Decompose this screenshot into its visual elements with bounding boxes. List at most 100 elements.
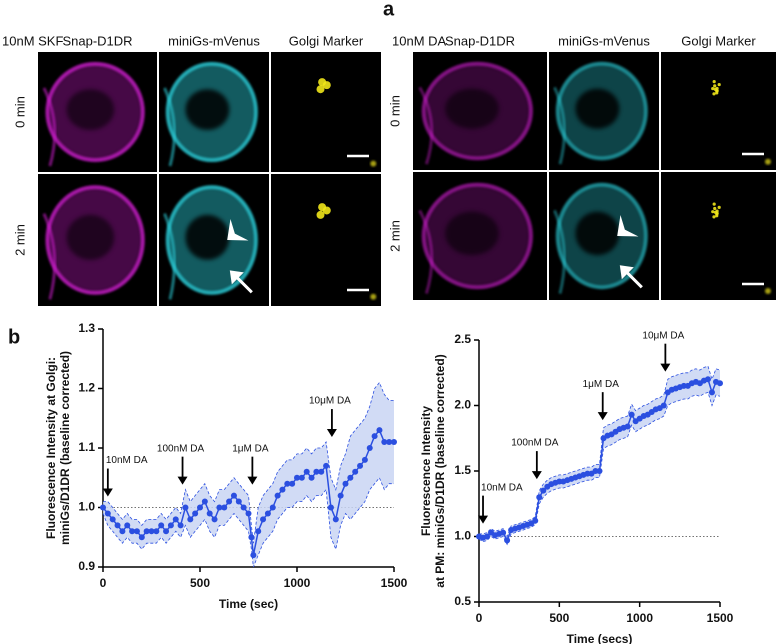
x-tick-label: 500 <box>190 576 210 590</box>
nucleus <box>185 214 230 260</box>
golgi-blob <box>717 82 721 87</box>
column-header: miniGs-mVenus <box>558 33 650 48</box>
cell-edge <box>418 86 434 165</box>
golgi-blob <box>316 85 325 94</box>
data-point <box>250 552 257 559</box>
data-point <box>342 480 349 487</box>
nucleus <box>575 211 620 256</box>
y-tick-label: 2.0 <box>454 398 471 412</box>
nucleus <box>575 88 620 129</box>
cell-edge <box>42 212 57 300</box>
cell-membrane <box>555 182 648 290</box>
golgi-blob <box>764 158 771 165</box>
data-point <box>596 468 603 474</box>
arrow-head <box>619 265 634 280</box>
mean-line <box>478 378 721 543</box>
golgi-blob <box>764 288 771 295</box>
golgi-blob <box>713 206 717 211</box>
image-background <box>271 52 381 172</box>
data-point <box>264 510 271 517</box>
data-point <box>303 468 310 475</box>
data-point <box>536 494 543 501</box>
golgi-blob <box>715 214 719 218</box>
cell-membrane <box>165 185 258 295</box>
error-lower <box>478 391 721 546</box>
golgi-blob <box>712 80 716 84</box>
data-point <box>133 528 140 535</box>
column-header: Golgi Marker <box>681 33 756 48</box>
micrograph <box>661 52 776 170</box>
data-point <box>114 522 121 529</box>
y-tick-label: 1.1 <box>78 440 95 454</box>
golgi-blob <box>715 86 719 91</box>
y-axis-label: Fluorescence Intensity <box>419 406 433 536</box>
data-point <box>628 411 635 418</box>
micrograph <box>38 174 157 306</box>
micrograph <box>661 172 776 300</box>
row-label: 2 min <box>12 224 27 256</box>
data-point <box>226 498 233 505</box>
data-point <box>279 486 286 493</box>
y-tick-label: 2.5 <box>454 332 471 346</box>
golgi-blob <box>318 203 327 212</box>
data-point <box>201 498 208 505</box>
data-point <box>255 528 262 535</box>
golgi-blob <box>713 84 717 88</box>
y-axis-label: at PM: miniGs/D1DR (baseline corrected) <box>433 354 447 587</box>
condition-label: 10nM DA <box>392 33 447 48</box>
x-tick-label: 1000 <box>626 611 653 625</box>
data-point <box>337 492 344 499</box>
row-label: 0 min <box>12 96 27 128</box>
data-point <box>274 492 281 499</box>
golgi-blob <box>370 160 377 167</box>
nucleus <box>185 89 230 130</box>
data-point <box>386 439 393 446</box>
data-point <box>182 504 189 511</box>
x-tick-label: 1000 <box>284 576 311 590</box>
micrograph <box>271 52 381 172</box>
data-point <box>332 516 339 523</box>
data-point <box>347 474 354 481</box>
nucleus <box>66 89 115 130</box>
row-label: 2 min <box>387 220 402 252</box>
golgi-blob <box>715 211 719 215</box>
data-point <box>143 528 150 535</box>
cell-edge <box>163 213 176 300</box>
golgi-blob <box>711 86 715 91</box>
data-point <box>289 480 296 487</box>
data-point <box>361 456 368 463</box>
data-point <box>500 529 507 536</box>
data-point <box>717 380 723 387</box>
annotation-arrowhead <box>660 363 671 372</box>
data-point <box>294 474 300 481</box>
data-point <box>313 468 320 475</box>
annotation-arrowhead <box>177 476 188 485</box>
annotation-arrowhead <box>478 515 489 524</box>
cell-membrane <box>165 62 258 162</box>
golgi-blob <box>712 215 716 219</box>
data-point <box>148 528 155 535</box>
y-axis-label: Fluorescence Intensity at Golgi: <box>44 357 58 539</box>
data-point <box>129 528 136 535</box>
golgi-blob <box>712 202 716 206</box>
micrograph <box>549 52 659 170</box>
data-point <box>187 516 194 523</box>
cell-edge <box>553 86 566 165</box>
cell-edge <box>418 209 434 295</box>
column-header: Snap-D1DR <box>445 33 515 48</box>
data-point <box>323 462 330 469</box>
micrograph <box>413 52 547 170</box>
data-point <box>211 516 218 523</box>
data-point <box>376 427 383 434</box>
cell-membrane <box>45 185 145 295</box>
data-point <box>240 504 247 511</box>
data-point <box>484 533 491 540</box>
data-point <box>381 439 388 446</box>
data-point <box>221 504 228 511</box>
cell-membrane <box>45 62 145 162</box>
y-axis-label: miniGs/D1DR (baseline corrected) <box>58 351 72 545</box>
nucleus <box>445 88 499 129</box>
x-tick-label: 500 <box>549 611 569 625</box>
data-point <box>245 510 252 517</box>
data-point <box>327 504 334 511</box>
